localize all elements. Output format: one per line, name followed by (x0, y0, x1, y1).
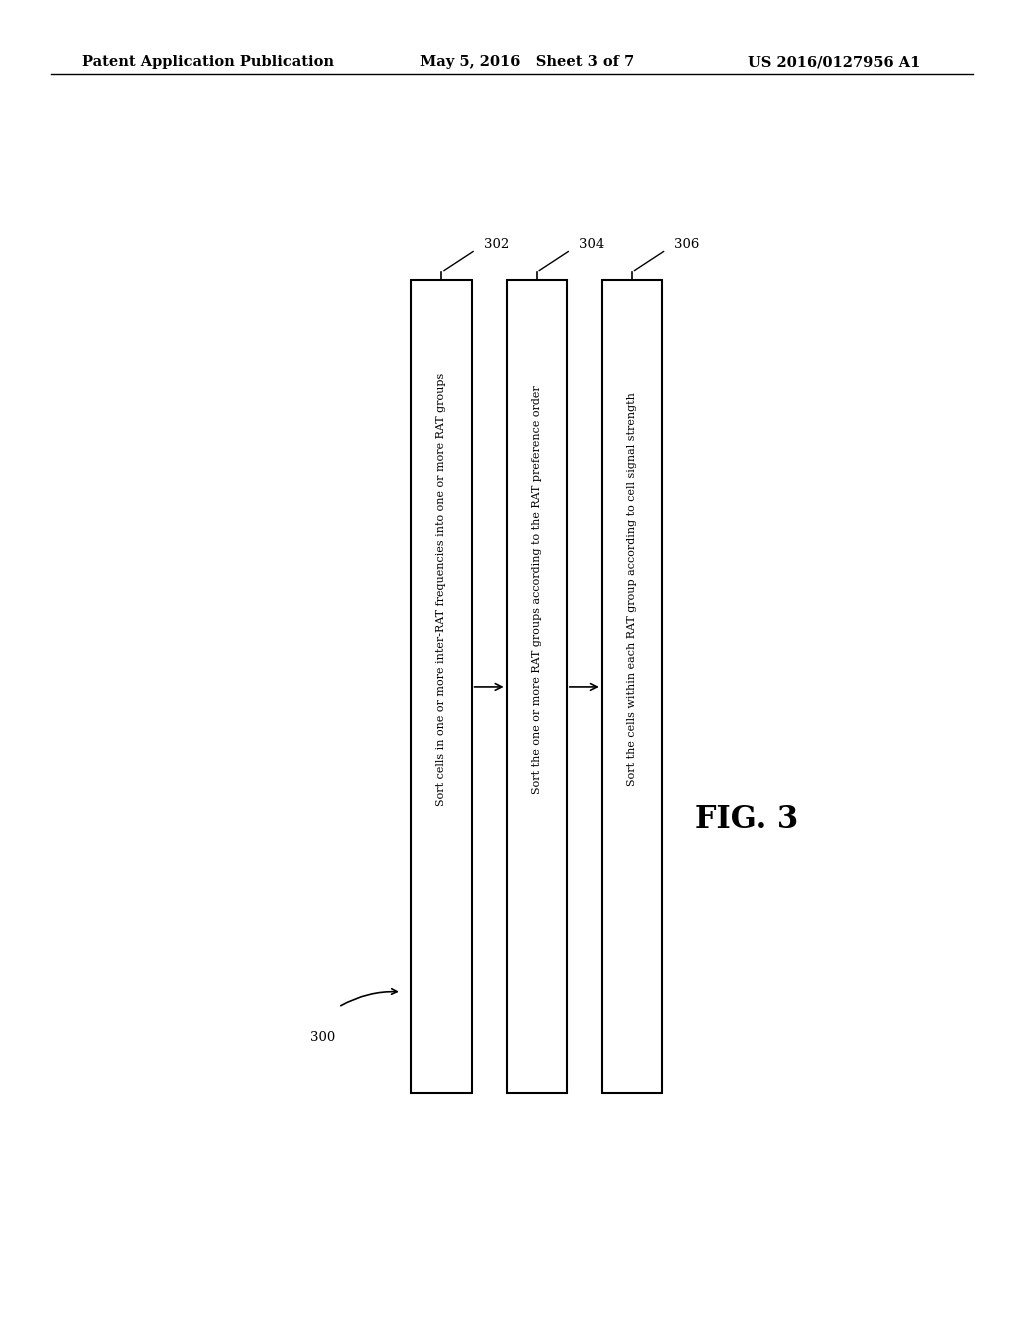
Bar (507, 280, 567, 1093)
Text: 306: 306 (674, 239, 699, 251)
Text: 302: 302 (483, 239, 509, 251)
Text: 300: 300 (310, 1031, 335, 1044)
Text: Sort the cells within each RAT group according to cell signal strength: Sort the cells within each RAT group acc… (627, 392, 637, 787)
Bar (602, 280, 663, 1093)
Text: 304: 304 (579, 239, 604, 251)
Text: Sort cells in one or more inter-RAT frequencies into one or more RAT groups: Sort cells in one or more inter-RAT freq… (436, 372, 446, 807)
Text: US 2016/0127956 A1: US 2016/0127956 A1 (748, 55, 920, 70)
Text: May 5, 2016   Sheet 3 of 7: May 5, 2016 Sheet 3 of 7 (420, 55, 634, 70)
Text: Sort the one or more RAT groups according to the RAT preference order: Sort the one or more RAT groups accordin… (531, 385, 542, 793)
Text: FIG. 3: FIG. 3 (695, 804, 799, 834)
Text: Patent Application Publication: Patent Application Publication (82, 55, 334, 70)
Bar (412, 280, 472, 1093)
